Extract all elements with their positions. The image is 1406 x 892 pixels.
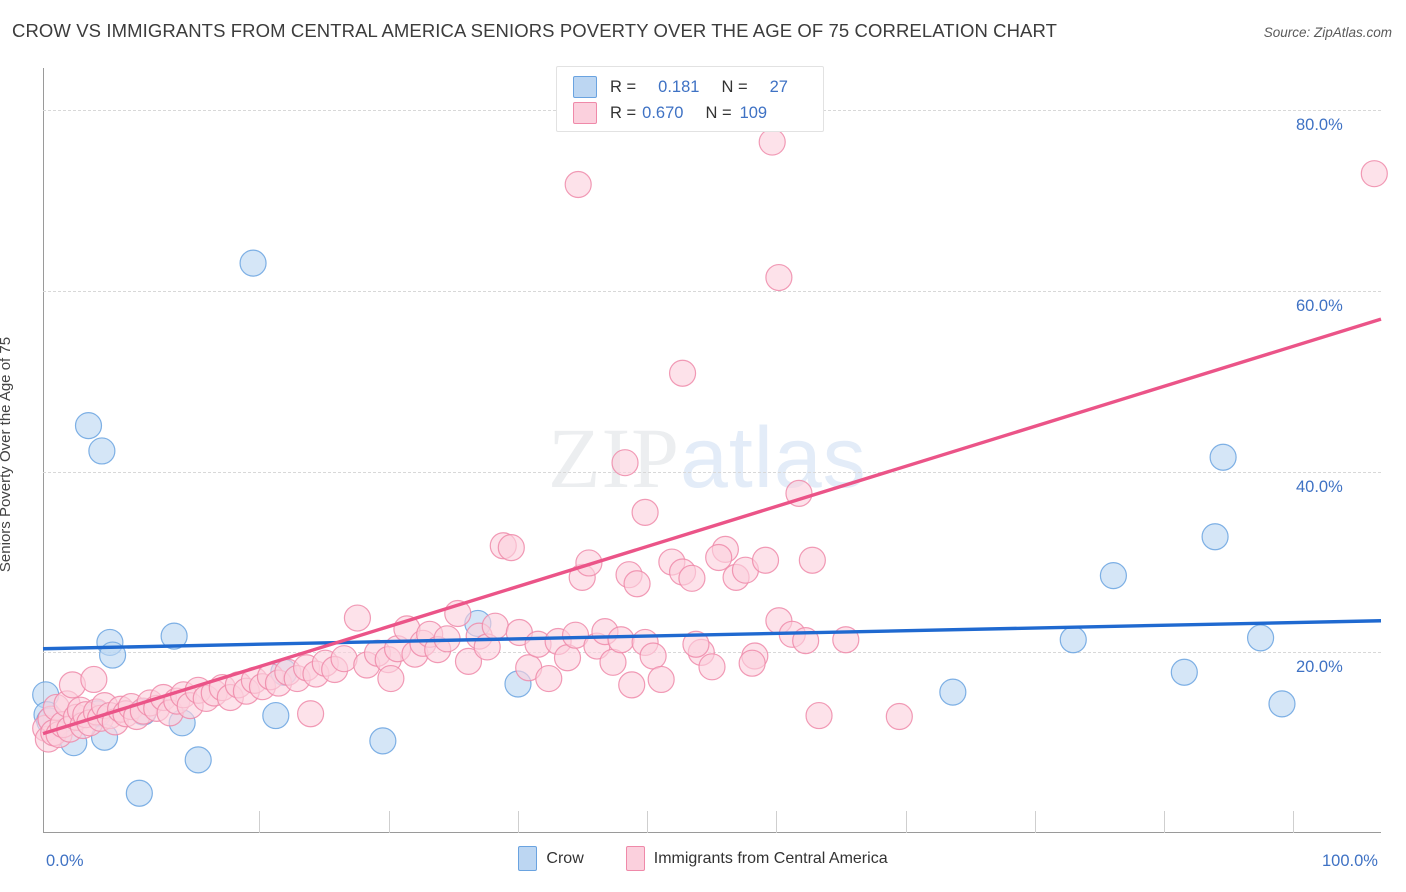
data-point — [88, 437, 116, 465]
series-legend: Crow Immigrants from Central America — [0, 846, 1406, 871]
data-point — [1246, 624, 1275, 652]
data-point — [705, 543, 733, 572]
data-point — [74, 412, 103, 440]
data-point — [454, 647, 483, 675]
data-point — [751, 546, 780, 574]
series-crow — [32, 249, 1296, 807]
data-point — [369, 727, 397, 755]
data-point — [239, 249, 267, 277]
data-point — [639, 642, 667, 670]
legend-swatch-immigrants — [573, 102, 597, 124]
data-point — [682, 630, 710, 658]
data-point — [1360, 160, 1388, 188]
x-axis-tick — [388, 811, 390, 833]
series-immigrants-from-central-america — [32, 128, 1388, 753]
data-point — [297, 700, 325, 728]
data-point — [939, 678, 967, 706]
legend-r-value-2: 0.670 — [642, 103, 684, 122]
data-point — [184, 746, 212, 774]
data-point — [611, 449, 639, 477]
data-point — [1170, 658, 1198, 686]
legend-n-label-2: N = — [705, 103, 732, 122]
legend-r-label-1: R = — [610, 77, 637, 96]
trendline-crow — [42, 619, 1382, 651]
y-axis-tick-label: 20.0% — [1296, 658, 1343, 677]
data-point — [668, 359, 697, 387]
data-point — [885, 702, 913, 731]
x-axis-tick — [1293, 811, 1295, 833]
y-axis-line — [43, 68, 44, 833]
data-point — [798, 546, 826, 574]
legend-n-value-1: 27 — [769, 77, 788, 96]
data-point — [805, 701, 833, 730]
data-point — [262, 701, 290, 730]
data-point — [623, 570, 651, 598]
data-point — [481, 612, 509, 640]
data-point — [698, 653, 726, 681]
data-point — [343, 604, 372, 632]
data-point — [1201, 523, 1229, 551]
x-axis-tick — [776, 811, 778, 833]
data-point — [618, 671, 646, 699]
gridline — [43, 471, 1381, 473]
legend-r-value-1: 0.181 — [658, 77, 700, 96]
data-point — [758, 128, 786, 156]
plot-area — [32, 68, 1388, 833]
x-axis-min-label: 0.0% — [46, 852, 84, 870]
legend-swatch-crow — [573, 76, 597, 98]
data-point — [160, 622, 188, 650]
data-point — [561, 621, 590, 649]
legend-label-immigrants: Immigrants from Central America — [653, 849, 888, 867]
legend-n-value-2: 109 — [739, 103, 768, 122]
data-point — [564, 170, 592, 199]
x-axis-tick — [1164, 811, 1166, 833]
data-point — [330, 645, 358, 673]
legend-row-crow: R = 0.181 N = 27 — [573, 76, 788, 98]
x-axis-line — [43, 832, 1381, 833]
gridline — [43, 291, 1381, 293]
legend-color-box-crow — [518, 846, 538, 871]
x-axis-tick — [517, 811, 519, 833]
data-point — [1099, 561, 1128, 590]
data-point — [607, 626, 635, 654]
x-axis-tick — [905, 811, 907, 833]
data-point — [125, 779, 153, 807]
data-point — [738, 649, 766, 677]
trendline-immigrants-from-central-america — [42, 317, 1382, 736]
page-title: CROW VS IMMIGRANTS FROM CENTRAL AMERICA … — [12, 20, 1058, 41]
x-axis-tick — [259, 811, 261, 833]
legend-item-immigrants[interactable]: Immigrants from Central America — [625, 846, 888, 871]
data-points-layer — [32, 128, 1388, 807]
y-axis-tick-label: 60.0% — [1296, 297, 1343, 316]
data-point — [647, 665, 675, 694]
data-point — [631, 498, 659, 526]
legend-item-crow[interactable]: Crow — [518, 846, 584, 871]
legend-color-box-immigrants — [625, 846, 645, 871]
legend-row-immigrants: R = 0.670 N = 109 — [573, 102, 767, 124]
data-point — [678, 564, 706, 592]
data-point — [765, 263, 793, 292]
data-point — [80, 665, 108, 694]
data-point — [535, 664, 563, 693]
correlation-legend: R = 0.181 N = 27 R = 0.670 N = 109 — [556, 66, 824, 132]
x-axis-tick — [647, 811, 649, 833]
legend-label-crow: Crow — [546, 849, 584, 867]
y-axis-tick-label: 40.0% — [1296, 477, 1343, 496]
source-label: Source: ZipAtlas.com — [1263, 25, 1392, 40]
x-axis-tick — [1034, 811, 1036, 833]
data-point — [1209, 443, 1237, 471]
legend-r-label-2: R = — [610, 103, 637, 122]
y-axis-tick-label: 80.0% — [1296, 116, 1343, 135]
data-point — [1268, 690, 1296, 718]
y-axis-title: Seniors Poverty Over the Age of 75 — [0, 336, 14, 573]
x-axis-max-label: 100.0% — [1322, 852, 1378, 870]
data-point — [497, 533, 525, 562]
data-point — [377, 664, 405, 693]
legend-n-label-1: N = — [721, 77, 748, 96]
data-point — [1059, 626, 1087, 654]
